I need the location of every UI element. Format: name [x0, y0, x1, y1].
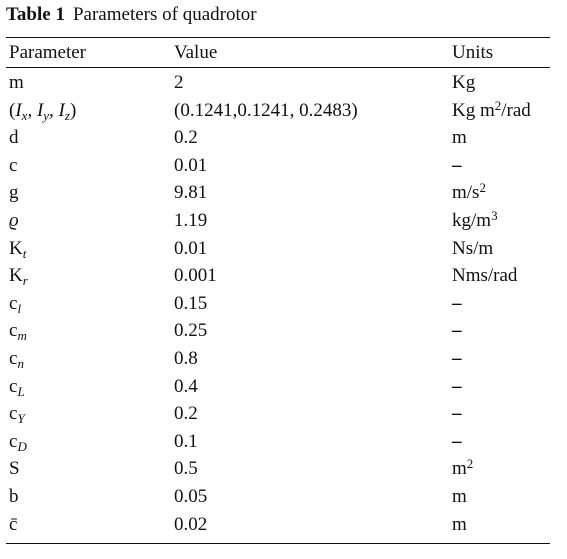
- table-row: cm 0.25 –: [6, 317, 550, 345]
- cell-value: (0.1241,0.1241, 0.2483): [174, 99, 358, 121]
- cell-value: 0.01: [174, 237, 208, 259]
- cell-parameter: Kr: [9, 265, 28, 289]
- cell-parameter: d: [9, 127, 19, 149]
- table-title: Parameters of quadrotor: [72, 4, 257, 25]
- table-row: c 0.01 –: [6, 152, 550, 180]
- cell-value: 0.2: [174, 403, 198, 425]
- table-row: cL 0.4 –: [6, 373, 550, 401]
- header-parameter: Parameter: [9, 42, 87, 63]
- cell-units: m2: [452, 456, 474, 480]
- cell-parameter: cD: [9, 430, 27, 454]
- cell-parameter: Kt: [9, 237, 27, 261]
- cell-units: Ns/m: [452, 237, 494, 259]
- table-row: d 0.2 m: [6, 124, 550, 152]
- cell-parameter: m: [9, 72, 24, 93]
- cell-value: 9.81: [174, 182, 208, 204]
- cell-parameter: c: [9, 154, 18, 176]
- cell-units: Kg: [452, 72, 476, 93]
- table-row: cD 0.1 –: [6, 428, 550, 456]
- cell-value: 0.25: [174, 320, 208, 342]
- table-row: g 9.81 m/s2: [6, 179, 550, 207]
- top-rule: [6, 37, 550, 38]
- header-units: Units: [452, 42, 494, 63]
- cell-value: 0.001: [174, 265, 217, 287]
- cell-parameter: cY: [9, 403, 25, 427]
- cell-parameter: cL: [9, 375, 25, 399]
- cell-units: m: [452, 513, 467, 535]
- cell-units: –: [452, 154, 462, 176]
- table-caption: Table 1 Parameters of quadrotor: [6, 4, 257, 26]
- cell-units: Kg m2/rad: [452, 97, 531, 121]
- cell-value: 0.05: [174, 486, 208, 507]
- table-row: Kr 0.001 Nms/rad: [6, 262, 550, 290]
- cell-units: –: [452, 292, 462, 314]
- cell-parameter: cn: [9, 348, 24, 371]
- table-row: cl 0.15 –: [6, 290, 550, 318]
- cell-parameter: ϱ: [9, 210, 19, 231]
- cell-parameter: g: [9, 182, 19, 204]
- cell-units: kg/m3: [452, 208, 498, 231]
- cell-value: 2: [174, 72, 184, 93]
- table-row: ϱ 1.19 kg/m3: [6, 207, 550, 235]
- cell-value: 0.2: [174, 127, 198, 149]
- cell-units: m: [452, 127, 467, 149]
- table-row: S 0.5 m2: [6, 455, 550, 483]
- cell-units: m: [452, 486, 467, 507]
- cell-value: 0.01: [174, 154, 208, 176]
- cell-parameter: cl: [9, 292, 22, 316]
- cell-parameter: (Ix, Iy, Iz): [9, 99, 77, 123]
- table-header-row: Parameter Value Units: [6, 38, 550, 67]
- cell-value: 1.19: [174, 210, 208, 231]
- cell-value: 0.4: [174, 375, 198, 397]
- table-row: Kt 0.01 Ns/m: [6, 235, 550, 263]
- cell-parameter: c̄: [9, 513, 18, 535]
- table-row: (Ix, Iy, Iz) (0.1241,0.1241, 0.2483) Kg m2…: [6, 97, 550, 125]
- table-row: c̄ 0.02 m: [6, 511, 550, 539]
- table-row: cY 0.2 –: [6, 400, 550, 428]
- cell-value: 0.02: [174, 513, 208, 535]
- cell-parameter: b: [9, 486, 19, 507]
- cell-value: 0.15: [174, 292, 208, 314]
- cell-units: –: [452, 403, 462, 425]
- cell-units: m/s2: [452, 180, 486, 204]
- cell-value: 0.1: [174, 430, 198, 452]
- cell-units: –: [452, 320, 462, 342]
- cell-units: –: [452, 348, 462, 369]
- header-value: Value: [174, 42, 218, 63]
- cell-parameter: S: [9, 458, 20, 480]
- table-row: m 2 Kg: [6, 69, 550, 97]
- table-row: cn 0.8 –: [6, 345, 550, 373]
- cell-units: –: [452, 375, 462, 397]
- bottom-rule: [6, 543, 550, 544]
- cell-parameter: cm: [9, 320, 27, 344]
- cell-units: Nms/rad: [452, 265, 518, 287]
- table-row: b 0.05 m: [6, 483, 550, 511]
- table-number: Table 1: [6, 4, 65, 25]
- cell-value: 0.8: [174, 348, 198, 369]
- header-rule: [6, 67, 550, 68]
- cell-value: 0.5: [174, 458, 198, 480]
- cell-units: –: [452, 430, 462, 452]
